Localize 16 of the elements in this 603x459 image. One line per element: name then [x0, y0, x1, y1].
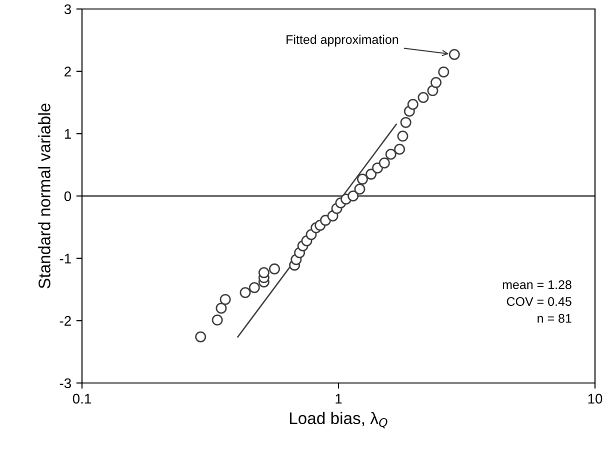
y-tick-label: 1	[64, 129, 71, 139]
y-tick-label: 3	[64, 4, 71, 14]
y-tick-label: -1	[60, 254, 71, 264]
y-tick-label: 2	[64, 66, 71, 76]
x-tick-label: 10	[588, 394, 602, 404]
x-axis-title: Load bias, λ$_{Q}$	[290, 412, 388, 428]
x-tick-label: 1	[336, 394, 342, 404]
annotation: COV = 0.45	[506, 297, 572, 306]
y-tick-label: 0	[64, 191, 72, 202]
annotation: Fitted approximation	[286, 34, 398, 46]
y-axis-title: Standard normal variable	[38, 104, 50, 288]
annotation: n = 81	[538, 314, 572, 323]
y-tick-label: -2	[60, 316, 71, 326]
annotation: mean = 1.28	[502, 280, 572, 290]
y-tick-label: -3	[60, 378, 71, 388]
x-tick-label: 0.1	[72, 394, 91, 404]
